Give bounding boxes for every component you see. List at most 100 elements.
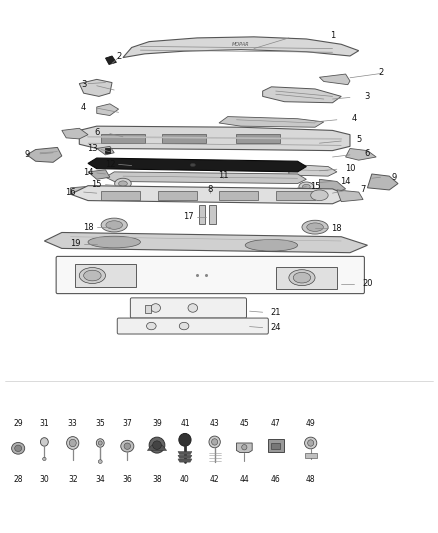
Ellipse shape [302, 184, 310, 189]
Text: 42: 42 [210, 475, 219, 484]
Text: 11: 11 [218, 171, 229, 180]
Ellipse shape [293, 272, 311, 283]
Polygon shape [337, 190, 363, 201]
Polygon shape [319, 74, 350, 85]
Text: 6: 6 [365, 149, 370, 158]
Ellipse shape [307, 223, 323, 231]
Ellipse shape [84, 270, 101, 281]
Text: 48: 48 [306, 475, 315, 484]
Ellipse shape [179, 322, 189, 330]
Text: 28: 28 [14, 475, 23, 484]
Text: 36: 36 [123, 475, 132, 484]
Ellipse shape [209, 436, 220, 448]
Bar [199, 205, 205, 224]
Ellipse shape [14, 445, 21, 451]
Polygon shape [367, 174, 398, 190]
Ellipse shape [311, 190, 328, 200]
Bar [101, 191, 141, 199]
Text: 5: 5 [356, 135, 361, 144]
Bar [145, 305, 151, 313]
Polygon shape [178, 459, 192, 462]
Text: 17: 17 [183, 212, 194, 221]
Text: 9: 9 [24, 150, 29, 159]
Bar [276, 266, 337, 289]
Ellipse shape [98, 460, 102, 464]
Text: 8: 8 [208, 185, 213, 194]
Text: 18: 18 [83, 223, 93, 232]
Text: 32: 32 [68, 475, 78, 484]
Ellipse shape [242, 445, 247, 450]
Text: 7: 7 [360, 185, 366, 194]
Polygon shape [27, 148, 62, 163]
Ellipse shape [149, 437, 165, 453]
Ellipse shape [42, 457, 46, 461]
Text: 10: 10 [345, 164, 355, 173]
Bar [162, 134, 206, 143]
Text: 14: 14 [83, 168, 93, 177]
Ellipse shape [115, 178, 131, 189]
Ellipse shape [121, 440, 134, 452]
Text: 15: 15 [310, 182, 320, 191]
Text: 20: 20 [362, 279, 373, 288]
Text: 37: 37 [123, 419, 132, 428]
Polygon shape [148, 445, 166, 450]
Ellipse shape [69, 439, 76, 447]
Text: 2: 2 [116, 52, 121, 61]
Text: 13: 13 [87, 144, 98, 153]
Text: 34: 34 [95, 475, 105, 484]
Polygon shape [263, 87, 341, 103]
Text: 19: 19 [70, 239, 80, 248]
Text: 41: 41 [180, 419, 190, 428]
FancyBboxPatch shape [56, 256, 364, 294]
Text: 46: 46 [271, 475, 281, 484]
Polygon shape [237, 443, 252, 453]
Polygon shape [97, 104, 119, 116]
Polygon shape [123, 37, 359, 58]
Text: 3: 3 [81, 80, 86, 89]
Text: 4: 4 [352, 114, 357, 123]
Ellipse shape [245, 239, 297, 251]
Text: 30: 30 [39, 475, 49, 484]
Text: 14: 14 [340, 177, 351, 186]
Polygon shape [71, 185, 106, 196]
Polygon shape [289, 165, 337, 176]
Polygon shape [219, 117, 324, 127]
FancyBboxPatch shape [117, 318, 268, 334]
Ellipse shape [190, 164, 195, 166]
Text: 29: 29 [13, 419, 23, 428]
Text: 9: 9 [391, 173, 396, 182]
Ellipse shape [307, 440, 314, 446]
Polygon shape [88, 169, 110, 179]
Polygon shape [97, 147, 114, 155]
Text: 44: 44 [240, 475, 249, 484]
Bar [219, 191, 258, 199]
Text: 4: 4 [81, 102, 86, 111]
Ellipse shape [119, 181, 127, 186]
Text: 6: 6 [94, 128, 99, 137]
Ellipse shape [289, 270, 315, 286]
Ellipse shape [101, 218, 127, 232]
Text: 49: 49 [306, 419, 315, 428]
Polygon shape [71, 185, 350, 204]
Ellipse shape [304, 437, 317, 449]
Text: 21: 21 [271, 308, 281, 317]
Polygon shape [79, 126, 350, 151]
Ellipse shape [179, 433, 191, 446]
Ellipse shape [67, 437, 79, 449]
Ellipse shape [12, 442, 25, 454]
Ellipse shape [106, 221, 123, 229]
Text: 12: 12 [105, 160, 115, 169]
Bar [106, 149, 110, 153]
Ellipse shape [151, 304, 160, 312]
Bar [272, 443, 280, 449]
Bar [158, 191, 197, 199]
Bar [101, 134, 145, 143]
Polygon shape [79, 79, 112, 96]
Ellipse shape [299, 182, 314, 191]
Ellipse shape [212, 439, 218, 445]
Text: 38: 38 [152, 475, 162, 484]
Text: 16: 16 [65, 188, 76, 197]
Ellipse shape [88, 236, 141, 248]
Polygon shape [178, 451, 192, 455]
Text: 43: 43 [210, 419, 219, 428]
